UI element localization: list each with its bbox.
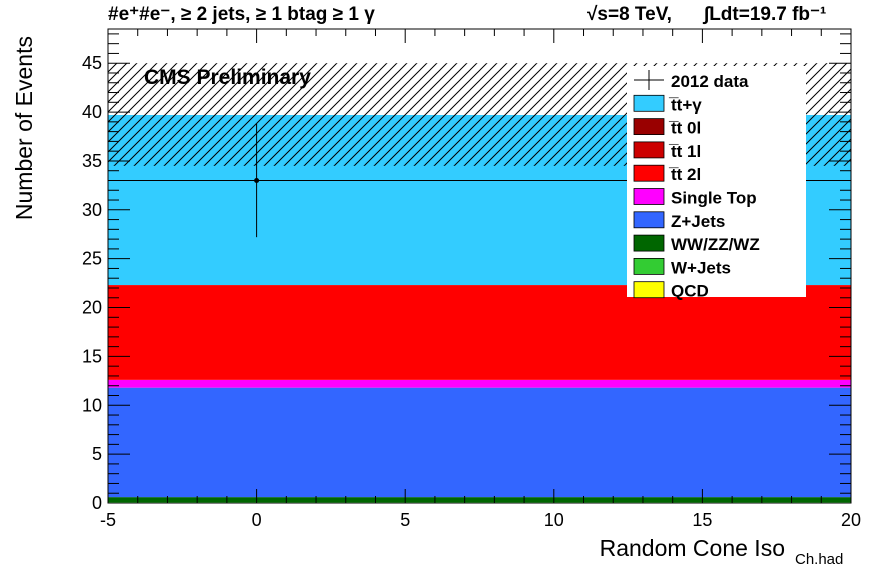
stack-bar-2: [108, 497, 851, 503]
legend-swatch-5: [633, 188, 665, 205]
y-tick-label: 10: [82, 395, 102, 415]
y-tick-label: 45: [82, 53, 102, 73]
y-axis-label: Number of Events: [11, 36, 37, 220]
y-axis-ticks: 0 5 10 15 20 25 30 35 40 45: [82, 33, 851, 513]
chart-header-lumi: ∫Ldt=19.7 fb⁻¹: [702, 4, 826, 25]
y-tick-label: 20: [82, 298, 102, 318]
legend-swatch-8: [633, 257, 665, 275]
plot-frame: [107, 28, 852, 504]
legend-label-5: Single Top: [671, 189, 757, 208]
x-tick-label: 0: [252, 510, 262, 530]
legend-label-8: W+Jets: [671, 258, 731, 277]
legend: 2012 data t̅t+γ t̅t 0l t̅t 1l t̅t 2l Single T…: [627, 66, 806, 301]
legend-label-1: t̅t+γ: [669, 95, 702, 114]
legend-label-9: QCD: [671, 282, 709, 301]
stack-bar-4: [108, 379, 851, 388]
cms-watermark: CMS Preliminary: [144, 66, 311, 89]
y-tick-label: 25: [82, 249, 102, 269]
x-axis-label-sub: Ch.had: [795, 551, 843, 568]
legend-label-6: Z+Jets: [671, 212, 725, 231]
chart-header-energy: √s=8 TeV,: [587, 4, 672, 25]
legend-swatch-2: [633, 118, 665, 135]
y-tick-label: 15: [82, 346, 102, 366]
stack-bar-3: [108, 387, 851, 498]
x-axis-ticks: -5 0 5 10 15 20: [100, 29, 861, 530]
legend-swatch-3: [633, 141, 665, 159]
x-axis-label: Random Cone Iso: [600, 535, 785, 561]
x-tick-label: 15: [692, 510, 712, 530]
legend-swatch-6: [633, 211, 665, 229]
y-tick-label: 35: [82, 151, 102, 171]
y-tick-label: 40: [82, 102, 102, 122]
x-tick-label: -5: [100, 510, 116, 530]
y-tick-label: 5: [92, 444, 102, 464]
x-tick-label: 10: [544, 510, 564, 530]
legend-swatch-4: [633, 164, 665, 182]
stack-bar-5: [108, 285, 851, 380]
x-tick-label: 5: [400, 510, 410, 530]
legend-label-7: WW/ZZ/WZ: [671, 235, 760, 254]
data-point-0: [254, 177, 260, 183]
chart-header-left: #e⁺#e⁻, ≥ 2 jets, ≥ 1 btag ≥ 1 γ: [108, 4, 375, 25]
legend-label-4: t̅t 2l: [669, 165, 701, 184]
y-tick-label: 30: [82, 200, 102, 220]
legend-label-3: t̅t 1l: [669, 142, 701, 161]
legend-label-0: 2012 data: [671, 72, 749, 91]
legend-swatch-9: [633, 281, 665, 299]
legend-swatch-7: [633, 234, 665, 252]
legend-swatch-1: [633, 94, 665, 112]
legend-label-2: t̅t 0l: [669, 119, 701, 138]
y-tick-label: 0: [92, 493, 102, 513]
x-tick-label: 20: [841, 510, 861, 530]
